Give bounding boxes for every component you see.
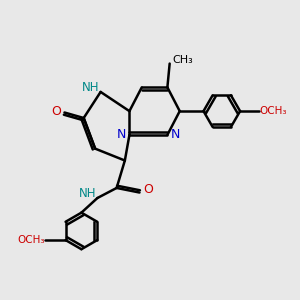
Text: N: N xyxy=(116,128,126,141)
Text: CH₃: CH₃ xyxy=(172,55,193,65)
Text: NH: NH xyxy=(79,187,96,200)
Text: O: O xyxy=(51,105,61,118)
Text: OCH₃: OCH₃ xyxy=(17,235,45,245)
Text: N: N xyxy=(171,128,180,141)
Text: OCH₃: OCH₃ xyxy=(259,106,287,116)
Text: NH: NH xyxy=(82,81,99,94)
Text: O: O xyxy=(143,183,153,196)
